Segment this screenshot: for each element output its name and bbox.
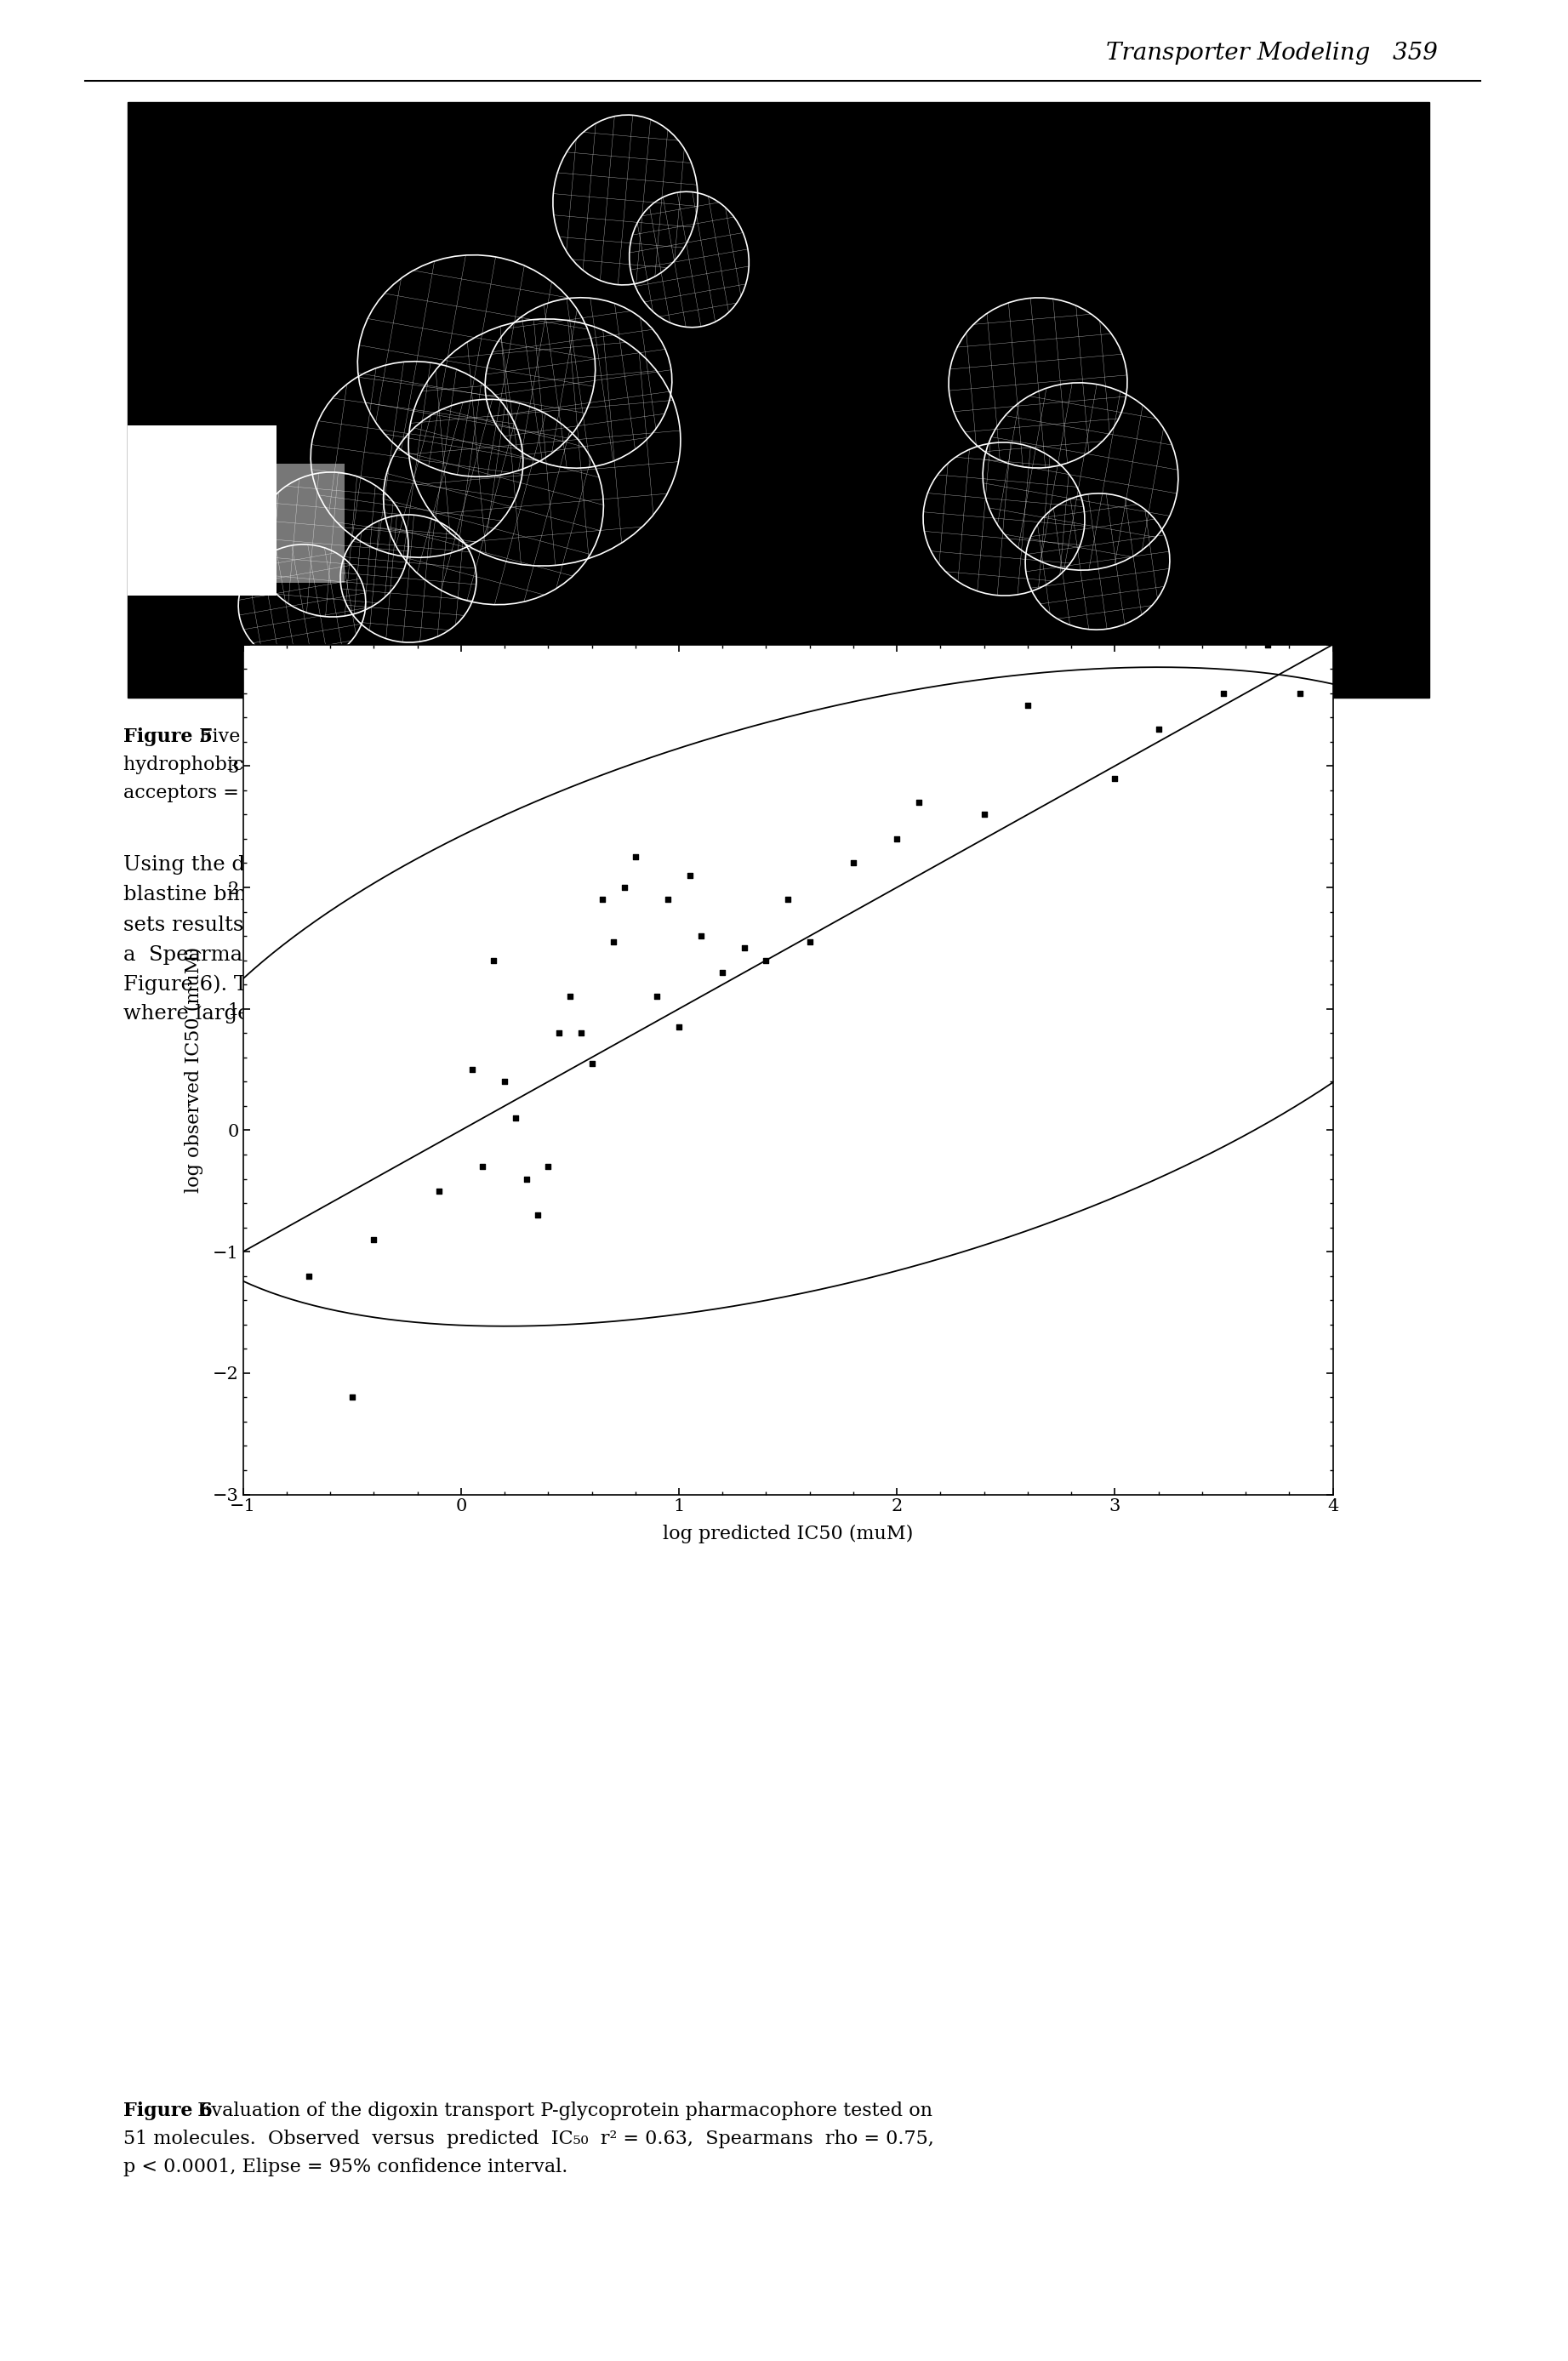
Text: acceptors = square.: acceptors = square.: [124, 784, 317, 803]
Point: [1014, 687, 1040, 725]
Point: [688, 916, 713, 954]
Point: [590, 881, 615, 918]
Point: [612, 869, 637, 907]
Text: Figure 6: Figure 6: [124, 2101, 213, 2120]
Point: [536, 1147, 561, 1185]
Text: Figure 5: Figure 5: [124, 727, 213, 746]
Text: sets results in a correlation of observed versus predicted values (r² = 0.63) an: sets results in a correlation of observe…: [124, 914, 960, 935]
Point: [525, 1197, 550, 1235]
Point: [1254, 626, 1279, 663]
Text: a  Spearmans  rho  ranking  correlation  coefficient  of  0.75  (p =< 0.0001,: a Spearmans rho ranking correlation coef…: [124, 944, 916, 963]
Bar: [127, 425, 276, 595]
Text: Evaluation of the digoxin transport P-glycoprotein pharmacophore tested on: Evaluation of the digoxin transport P-gl…: [191, 2101, 933, 2120]
Point: [972, 796, 997, 833]
Point: [459, 1051, 485, 1088]
Text: 51 molecules.  Observed  versus  predicted  IC₅₀  r² = 0.63,  Spearmans  rho = 0: 51 molecules. Observed versus predicted …: [124, 2130, 935, 2149]
Bar: [276, 463, 345, 583]
Point: [644, 977, 670, 1015]
Text: Transporter Modeling   359: Transporter Modeling 359: [1105, 40, 1438, 64]
Point: [906, 784, 931, 822]
Text: Using the digoxin transport model to predict 51 of the molecules from the vin-: Using the digoxin transport model to pre…: [124, 855, 947, 874]
Point: [361, 1221, 386, 1258]
Point: [776, 881, 801, 918]
Point: [601, 923, 626, 961]
Point: [840, 845, 866, 883]
Bar: [127, 102, 1430, 696]
Text: blastine binding, vinblastine accumulation, and verapamil accumulation data: blastine binding, vinblastine accumulati…: [124, 885, 933, 904]
Point: [1102, 760, 1127, 798]
Text: Figure 6). This is quite acceptable as a computational model for drug discovery: Figure 6). This is quite acceptable as a…: [124, 975, 960, 994]
Point: [558, 977, 583, 1015]
Point: [568, 1015, 593, 1053]
Text: where large databases need to be filtered in a cost-effective manner.: where large databases need to be filtere…: [124, 1003, 847, 1025]
Text: p < 0.0001, Elipse = 95% confidence interval.: p < 0.0001, Elipse = 95% confidence inte…: [124, 2158, 568, 2177]
Point: [754, 942, 779, 980]
Point: [470, 1147, 495, 1185]
Point: [732, 930, 757, 968]
Point: [666, 1008, 691, 1046]
Point: [710, 954, 735, 992]
Point: [514, 1159, 539, 1197]
Point: [426, 1171, 452, 1209]
Point: [884, 819, 909, 857]
Point: [1146, 711, 1171, 748]
Point: [547, 1015, 572, 1053]
Point: [492, 1062, 517, 1100]
X-axis label: log predicted IC50 (muM): log predicted IC50 (muM): [663, 1525, 913, 1544]
Point: [481, 942, 506, 980]
Y-axis label: log observed IC50 (muM): log observed IC50 (muM): [185, 947, 204, 1192]
Point: [503, 1100, 528, 1138]
Bar: [171, 630, 273, 694]
Point: [579, 1044, 604, 1081]
Point: [677, 857, 702, 895]
Text: hydrophobicity = solid  circles;  aromatic  rings = bold  circle,  and  hydrogen: hydrophobicity = solid circles; aromatic…: [124, 756, 928, 774]
Point: [340, 1379, 365, 1417]
Text: Five merged P-gp inhibition Catalyst pharmacophores defining areas of: Five merged P-gp inhibition Catalyst pha…: [193, 727, 886, 746]
Point: [655, 881, 681, 918]
Point: [797, 923, 822, 961]
Point: [1287, 675, 1312, 713]
Point: [1212, 675, 1237, 713]
Point: [622, 838, 648, 876]
Point: [296, 1256, 321, 1294]
